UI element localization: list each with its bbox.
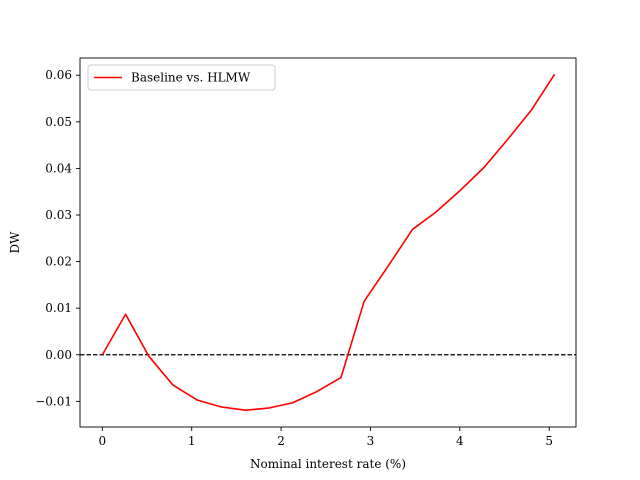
legend-box [87, 64, 276, 91]
y-tick-label: 0.01 [45, 301, 72, 315]
axes-frame [79, 57, 577, 428]
axes: 0 1 2 3 4 5 −0.01 0.00 0.01 0.02 0.03 0.04 0.05 0.06 [35, 57, 577, 448]
x-tick-label: 0 [99, 434, 107, 448]
plot-area [80, 73, 576, 412]
x-tick-label: 4 [456, 434, 464, 448]
legend: Baseline vs. HLMW [87, 64, 276, 91]
x-tick-label: 5 [545, 434, 553, 448]
y-tick-label: −0.01 [35, 394, 72, 408]
y-tick-label: 0.06 [45, 68, 72, 82]
y-tick-label: 0.02 [45, 255, 72, 269]
y-tick-label: 0.03 [45, 208, 72, 222]
y-tick-label: 0.05 [45, 115, 72, 129]
x-tick-label: 3 [367, 434, 375, 448]
y-tick-label: 0.00 [45, 348, 72, 362]
legend-entry-label: Baseline vs. HLMW [131, 71, 251, 85]
x-tick-label: 1 [188, 434, 196, 448]
x-axis-label: Nominal interest rate (%) [250, 457, 406, 471]
y-tick-label: 0.04 [45, 161, 72, 175]
series-line-0 [101, 73, 556, 412]
y-axis-label: DW [8, 231, 22, 254]
x-tick-label: 2 [277, 434, 285, 448]
